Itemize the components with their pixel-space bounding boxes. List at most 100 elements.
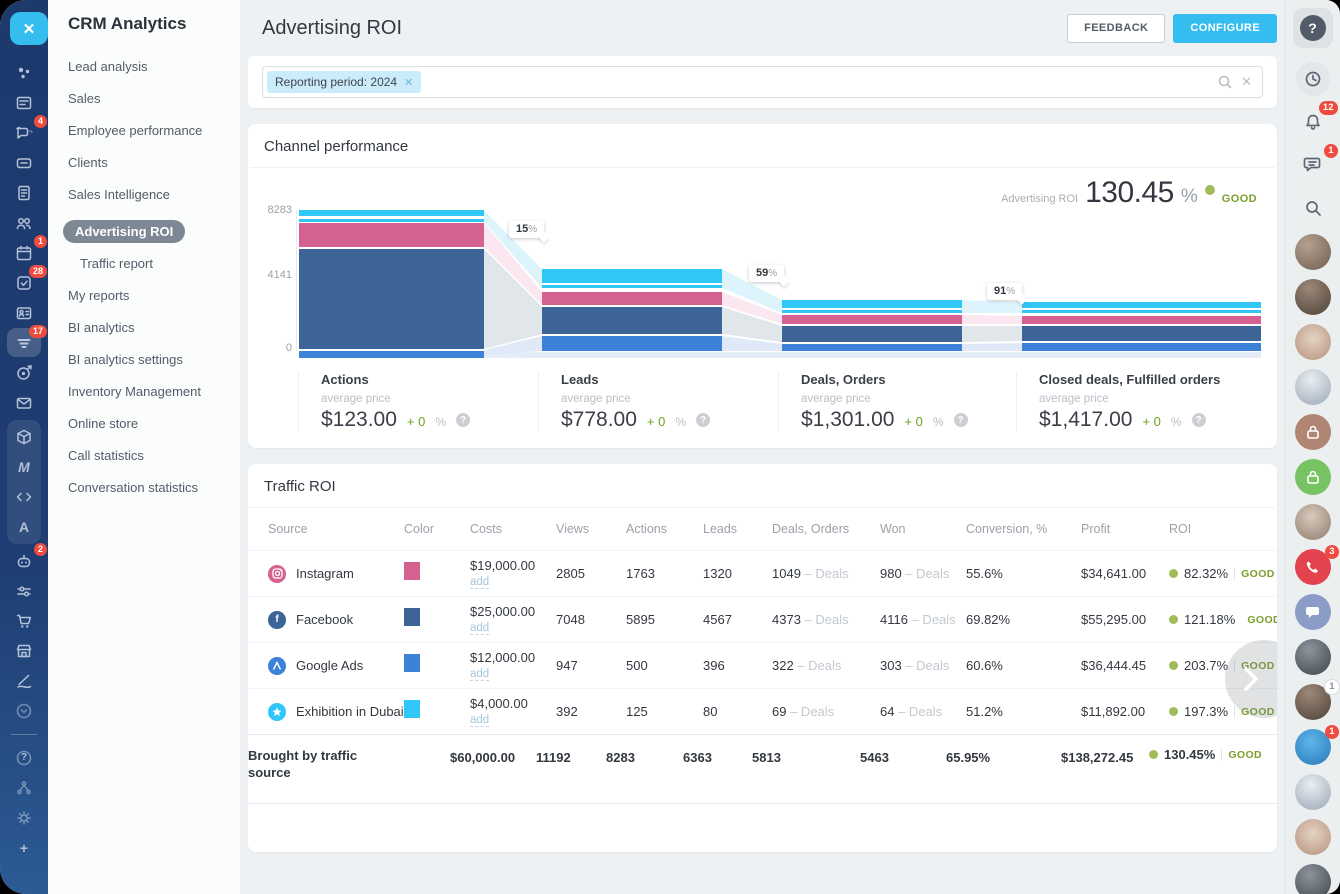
sidebar-item-online-store[interactable]: Online store	[68, 416, 139, 431]
chip-remove-icon[interactable]: ✕	[404, 76, 414, 89]
avatar[interactable]	[1294, 279, 1331, 315]
e-signature-icon[interactable]	[7, 666, 41, 695]
reporting-period-chip[interactable]: Reporting period: 2024 ✕	[267, 71, 422, 93]
documents-icon[interactable]	[7, 178, 41, 207]
add-costs-link[interactable]: add	[470, 714, 490, 727]
sidebar-item-employee-performance[interactable]: Employee performance	[68, 123, 203, 138]
add-costs-link[interactable]: add	[470, 668, 490, 681]
live-feed-icon[interactable]	[7, 88, 41, 117]
roi-value: 130.45	[1085, 176, 1174, 209]
crm-icon[interactable]: 17	[7, 325, 47, 357]
sidebar-item-lead-analysis[interactable]: Lead analysis	[68, 59, 148, 74]
sidebar-item-clients[interactable]: Clients	[68, 155, 108, 170]
channel-performance-title: Channel performance	[264, 138, 409, 155]
ai-bot-icon[interactable]: 2	[7, 543, 47, 575]
calendar-icon[interactable]: 1	[7, 235, 47, 267]
sign-icon[interactable]: M	[18, 458, 30, 475]
avatar[interactable]	[1294, 234, 1331, 270]
close-sidebar-button[interactable]: ✕	[10, 12, 48, 45]
collapse-menu-icon[interactable]	[7, 696, 41, 725]
help-icon[interactable]: ?	[7, 743, 41, 772]
table-header-row: Source Color Costs Views Actions Leads Deal…	[268, 522, 1192, 536]
employees-icon[interactable]	[7, 208, 41, 237]
filter-search-input[interactable]: Reporting period: 2024 ✕ ✕	[262, 66, 1263, 98]
chevron-right-icon	[1244, 667, 1258, 691]
notifications-button[interactable]: 12	[1296, 101, 1338, 139]
configure-button[interactable]: CONFIGURE	[1173, 13, 1277, 43]
messenger-icon[interactable]: 4	[7, 115, 47, 147]
avatar[interactable]	[1294, 639, 1331, 675]
avatar[interactable]	[1294, 864, 1331, 894]
avatar[interactable]	[1294, 324, 1331, 360]
avatar[interactable]: 1	[1294, 680, 1339, 720]
pulse-icon[interactable]	[7, 58, 41, 87]
store-icon[interactable]	[7, 636, 41, 665]
help-tooltip-icon[interactable]: ?	[953, 413, 968, 427]
add-plus-icon[interactable]: +	[19, 839, 29, 856]
color-swatch	[404, 700, 420, 718]
private-chat-lock-icon[interactable]	[1294, 414, 1331, 450]
helpdesk-button[interactable]: ?	[1292, 8, 1333, 48]
cart-icon[interactable]	[7, 606, 41, 635]
add-costs-link[interactable]: add	[470, 622, 490, 635]
avatar[interactable]	[1294, 504, 1331, 540]
sidebar-item-sales-intelligence[interactable]: Sales Intelligence	[68, 187, 170, 202]
sales-funnel-chart[interactable]: 8283 4141 0	[256, 204, 1269, 362]
avatar[interactable]	[1294, 774, 1331, 810]
left-icon-rail: ✕ 4 1 28 17 M A 2 ? +	[0, 0, 48, 894]
sidebar-item-call-statistics[interactable]: Call statistics	[68, 448, 144, 463]
advertising-roi-summary: Advertising ROI 130.45 % GOOD	[248, 168, 1277, 209]
help-tooltip-icon[interactable]: ?	[456, 413, 471, 427]
catalog-box-icon[interactable]	[7, 422, 41, 451]
sidebar-item-bi-analytics-settings[interactable]: BI analytics settings	[68, 352, 183, 367]
stage-price: $778.00	[561, 408, 637, 431]
automation-icon[interactable]: A	[18, 518, 30, 535]
source-name[interactable]: Facebook	[296, 612, 354, 627]
network-structure-icon[interactable]	[7, 773, 41, 802]
sidebar-item-advertising-roi[interactable]: Advertising ROI	[63, 220, 186, 243]
avatar[interactable]	[1294, 819, 1331, 855]
chats-button[interactable]: 1	[1296, 144, 1338, 182]
y-tick-zero: 0	[285, 342, 292, 354]
webmail-icon[interactable]	[7, 388, 41, 417]
avatar[interactable]	[1294, 369, 1331, 405]
clear-search-icon[interactable]: ✕	[1241, 74, 1252, 89]
calendar-badge: 1	[33, 235, 47, 248]
sidebar-item-conversation-statistics[interactable]: Conversation statistics	[68, 480, 199, 495]
stage-deals-orders: Deals, Orders average price $1,301.00 + …	[778, 372, 1016, 432]
help-tooltip-icon[interactable]: ?	[1191, 413, 1206, 427]
sidebar-item-inventory-management[interactable]: Inventory Management	[68, 384, 201, 399]
group-chat-button[interactable]	[1294, 594, 1331, 630]
private-chat-lock-icon[interactable]	[1294, 459, 1331, 495]
avatar[interactable]: 1	[1294, 725, 1339, 765]
channel-performance-card: Channel performance Advertising ROI 130.…	[248, 124, 1277, 448]
source-name[interactable]: Exhibition in Dubai	[296, 704, 404, 719]
right-messenger-rail: ? 12 1 3 1 1	[1284, 0, 1340, 894]
source-name[interactable]: Google Ads	[296, 658, 364, 673]
stage-price: $1,417.00	[1039, 408, 1133, 431]
add-costs-link[interactable]: add	[470, 576, 490, 589]
color-swatch	[404, 562, 420, 580]
source-name[interactable]: Instagram	[296, 566, 354, 581]
mailbox-icon[interactable]	[7, 148, 41, 177]
search-people-button[interactable]	[1296, 191, 1330, 225]
table-row-exhibition-in-dubai: Exhibition in Dubai $4,000.00 add 392 125…	[248, 688, 1277, 734]
devops-code-icon[interactable]	[7, 482, 41, 511]
gear-icon[interactable]	[7, 803, 41, 832]
sidebar-item-traffic-report[interactable]: Traffic report	[80, 256, 153, 271]
sidebar-item-bi-analytics[interactable]: BI analytics	[68, 320, 135, 335]
search-icon[interactable]	[1217, 74, 1233, 90]
feedback-button[interactable]: FEEDBACK	[1067, 13, 1166, 43]
contacts-icon[interactable]	[7, 298, 41, 327]
stage-price: $1,301.00	[801, 408, 895, 431]
marketing-target-icon[interactable]	[7, 358, 41, 387]
sidebar-item-sales[interactable]: Sales	[68, 91, 101, 106]
main-content: Advertising ROI FEEDBACK CONFIGURE Repor…	[240, 0, 1284, 894]
sidebar-item-my-reports[interactable]: My reports	[68, 288, 130, 303]
history-button[interactable]	[1295, 62, 1330, 96]
tasks-icon[interactable]: 28	[7, 265, 47, 297]
phone-call-button[interactable]: 3	[1294, 545, 1339, 585]
help-tooltip-icon[interactable]: ?	[696, 413, 711, 427]
settings-sliders-icon[interactable]	[7, 576, 41, 605]
